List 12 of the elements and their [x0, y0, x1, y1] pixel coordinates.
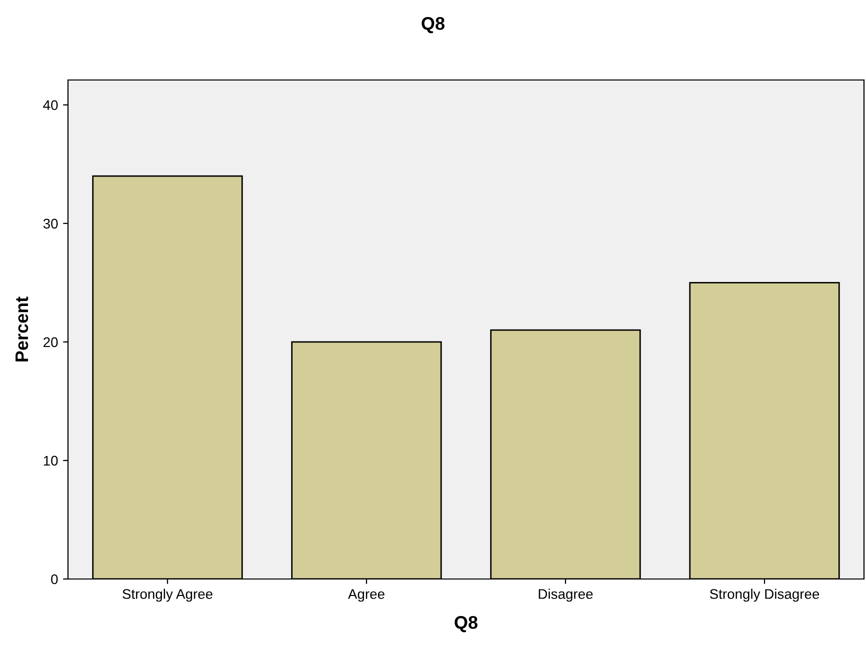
x-axis-title: Q8 [454, 616, 478, 632]
x-tick-label: Strongly Disagree [710, 588, 820, 602]
x-tick-label: Disagree [538, 588, 593, 602]
y-tick-label: 20 [44, 337, 58, 348]
y-tick-label: 30 [43, 218, 58, 229]
x-tick-label: Agree [348, 589, 384, 602]
y-axis-title: Percent [16, 296, 28, 362]
y-tick-label: 0 [51, 574, 58, 584]
y-tick-label: 40 [43, 100, 58, 110]
x-tick-label: Strongly Agree [122, 588, 212, 602]
y-tick-label: 10 [44, 456, 58, 466]
chart-title: Q8 [422, 17, 444, 34]
